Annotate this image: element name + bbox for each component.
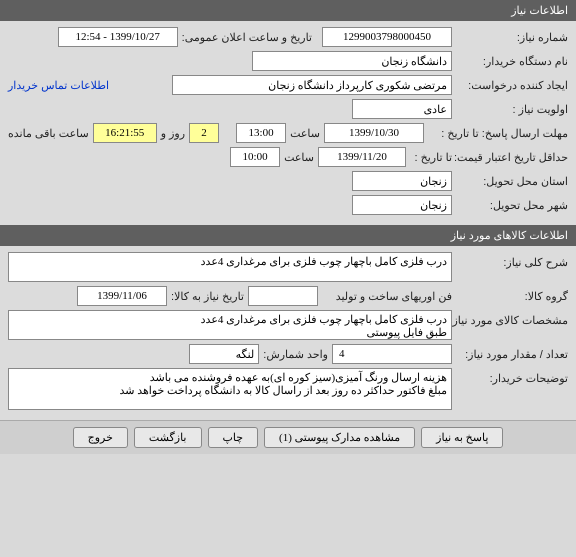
label-min-credit: حداقل تاریخ اعتبار قیمت: [456,151,568,164]
label-general-desc: شرح کلی نیاز: [456,252,568,269]
city-field [352,195,452,215]
print-button[interactable]: چاپ [208,427,259,448]
exit-button[interactable]: خروج [73,427,128,448]
label-qty: تعداد / مقدار مورد نیاز: [456,348,568,361]
buyer-notes-field: هزینه ارسال ورنگ آمیزی(سیز کوره ای)به عه… [8,368,452,410]
remain-time-field [93,123,157,143]
label-goods-spec: مشخصات کالای مورد نیاز: [456,310,568,327]
label-creator: ایجاد کننده درخواست: [456,79,568,92]
goods-group-field [248,286,318,306]
label-until-date: تا تاریخ : [410,151,452,164]
label-announce-dt: تاریخ و ساعت اعلان عمومی: [182,31,312,44]
goods-spec-field: درب فلزی کامل باچهار چوب فلزی برای مرغدا… [8,310,452,340]
contact-info-link[interactable]: اطلاعات تماس خریدار [8,79,109,92]
section-header-need-info: اطلاعات نیاز [0,0,576,21]
label-buyer-org: نام دستگاه خریدار: [456,55,568,68]
respond-button[interactable]: پاسخ به نیاز [421,427,503,448]
label-goods-group: گروه کالا: [456,290,568,303]
back-button[interactable]: بازگشت [134,427,202,448]
label-priority: اولویت نیاز : [456,103,568,116]
label-days-and: روز و [161,127,185,140]
label-deadline: مهلت ارسال پاسخ: تا تاریخ : [428,127,568,140]
deadline-time-field [236,123,286,143]
label-buyer-notes: توضیحات خریدار: [456,368,568,385]
priority-field [352,99,452,119]
label-need-number: شماره نیاز: [456,31,568,44]
button-bar: پاسخ به نیاز مشاهده مدارک پیوستی (1) چاپ… [0,420,576,454]
label-hour-2: ساعت [284,151,314,164]
section-header-goods-info: اطلاعات کالاهای مورد نیاز [0,225,576,246]
sub-groups-text: فن اوریهای ساخت و تولید [322,290,452,303]
need-number-field [322,27,452,47]
credit-time-field [230,147,280,167]
announce-dt-field [58,27,178,47]
label-count-unit: واحد شمارش: [263,348,328,361]
need-date-field [77,286,167,306]
credit-date-field [318,147,406,167]
province-field [352,171,452,191]
label-province: استان محل تحویل: [456,175,568,188]
attachments-button[interactable]: مشاهده مدارک پیوستی (1) [264,427,415,448]
qty-field [332,344,452,364]
label-need-date: تاریخ نیاز به کالا: [171,290,244,303]
buyer-org-field [252,51,452,71]
goods-info-body: شرح کلی نیاز: درب فلزی کامل باچهار چوب ف… [0,246,576,420]
deadline-date-field [324,123,424,143]
label-city: شهر محل تحویل: [456,199,568,212]
count-unit-field [189,344,259,364]
need-info-body: شماره نیاز: تاریخ و ساعت اعلان عمومی: نا… [0,21,576,225]
label-hour-1: ساعت [290,127,320,140]
remain-days-field [189,123,219,143]
general-desc-field: درب فلزی کامل باچهار چوب فلزی برای مرغدا… [8,252,452,282]
label-hours-remain: ساعت باقی مانده [8,127,89,140]
creator-field [172,75,452,95]
